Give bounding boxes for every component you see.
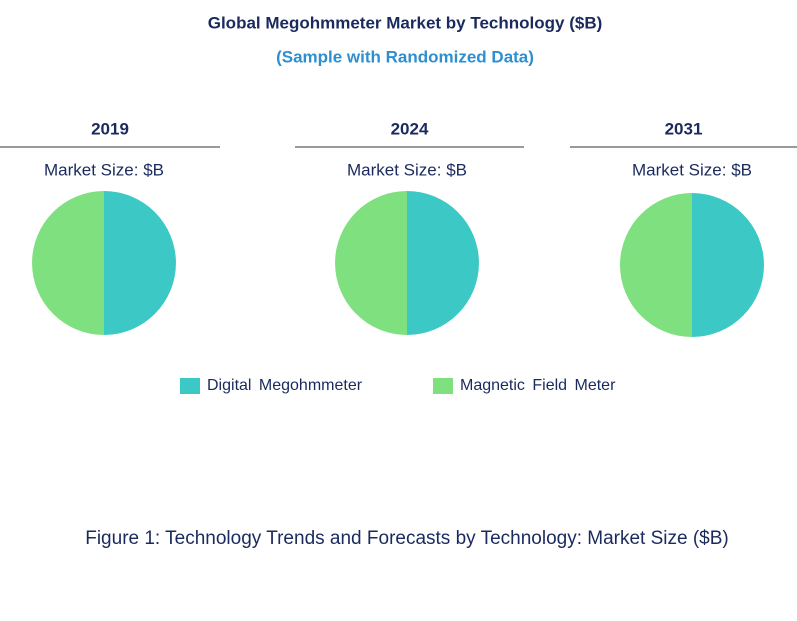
panel-subtitle: Market Size: $B xyxy=(44,160,164,179)
legend-label: Magnetic Field Meter xyxy=(460,377,616,394)
pie-slice xyxy=(407,191,479,335)
pie-slice xyxy=(692,193,764,337)
pie-slice xyxy=(335,191,407,335)
panel-title: 2019 xyxy=(91,119,129,138)
panel-title: 2031 xyxy=(665,119,703,138)
caption: Figure 1: Technology Trends and Forecast… xyxy=(85,528,729,549)
panel-subtitle: Market Size: $B xyxy=(347,160,467,179)
panel-title: 2024 xyxy=(391,119,429,138)
panel-subtitle: Market Size: $B xyxy=(632,160,752,179)
chart-subtitle: (Sample with Randomized Data) xyxy=(276,47,534,66)
pie-slice xyxy=(620,193,692,337)
chart-title: Global Megohmmeter Market by Technology … xyxy=(208,13,603,32)
pie-slice xyxy=(104,191,176,335)
legend-swatch xyxy=(180,378,200,394)
legend-swatch xyxy=(433,378,453,394)
pie-slice xyxy=(32,191,104,335)
legend-label: Digital Megohmmeter xyxy=(207,377,363,394)
